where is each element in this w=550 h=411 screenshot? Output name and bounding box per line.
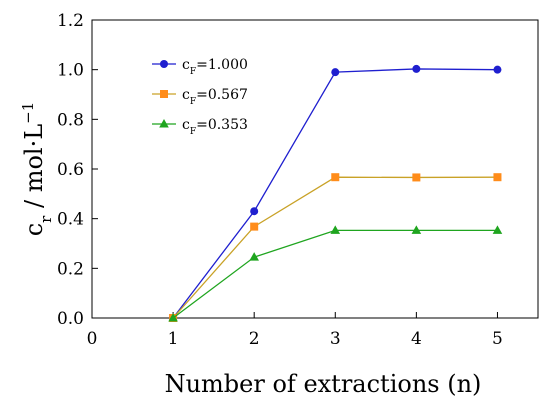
y-tick-label: 1.0	[57, 61, 84, 81]
data-point	[249, 252, 259, 261]
data-point	[493, 65, 502, 74]
series-circle	[169, 64, 502, 322]
legend-label-sub: F	[190, 67, 196, 77]
y-tick-label: 0.4	[57, 210, 84, 230]
axes: 0.0 0.2 0.4 0.6 0.8 1.0 1.2 0 1 2 3 4 5	[57, 11, 539, 349]
legend-label-main: c	[182, 117, 190, 133]
data-point	[168, 313, 178, 322]
legend-entry: cF=0.353	[152, 117, 248, 137]
data-point	[331, 68, 340, 77]
data-point	[411, 225, 422, 234]
data-point	[160, 90, 168, 98]
x-tick-label: 5	[492, 329, 503, 349]
y-axis-title-sup: −1	[19, 102, 37, 124]
y-tick-label: 1.2	[57, 11, 84, 31]
y-axis-title-sub: r	[37, 215, 55, 223]
legend-label-value: =1.000	[196, 57, 248, 73]
data-point	[412, 173, 421, 182]
legend-label: cF=0.567	[182, 87, 248, 107]
x-tick-label: 0	[87, 329, 98, 349]
data-point	[331, 173, 340, 182]
y-axis-title: cr / mol·L−1	[19, 102, 55, 237]
series-line	[172, 68, 498, 319]
legend-label: cF=0.353	[182, 117, 248, 137]
legend-entry: cF=0.567	[152, 87, 248, 107]
y-tick-label: 0.2	[57, 259, 84, 279]
x-tick-label: 2	[249, 329, 260, 349]
legend-label-main: c	[182, 87, 190, 103]
legend-label: cF=1.000	[182, 57, 248, 77]
y-tick-label: 0.0	[57, 309, 84, 329]
x-tick-label: 4	[411, 329, 422, 349]
data-point	[330, 225, 341, 234]
series-triangle	[168, 225, 503, 322]
data-point	[250, 222, 259, 231]
series-line	[172, 176, 498, 319]
legend-label-main: c	[182, 57, 190, 73]
data-point	[160, 60, 168, 68]
plot-frame	[91, 19, 539, 319]
legend-label-sub: F	[190, 127, 196, 137]
series-line	[172, 229, 498, 319]
y-tick-label: 0.8	[57, 110, 84, 130]
data-point	[493, 173, 502, 182]
data-point	[492, 225, 503, 234]
data-point	[412, 64, 421, 73]
y-tick-label: 0.6	[57, 160, 84, 180]
legend-label-sub: F	[190, 97, 196, 107]
x-axis-title: Number of extractions (n)	[165, 370, 482, 398]
y-axis-title-unit: / mol·L	[20, 124, 48, 216]
legend-label-value: =0.567	[196, 87, 248, 103]
data-point	[250, 207, 259, 216]
data-point	[159, 119, 169, 128]
y-axis-title-main: c	[20, 223, 48, 236]
x-tick-label: 3	[330, 329, 341, 349]
series-square	[169, 173, 502, 322]
x-tick-label: 1	[168, 329, 179, 349]
legend-entry: cF=1.000	[152, 57, 248, 77]
legend-label-value: =0.353	[196, 117, 248, 133]
series-layer	[168, 64, 503, 322]
